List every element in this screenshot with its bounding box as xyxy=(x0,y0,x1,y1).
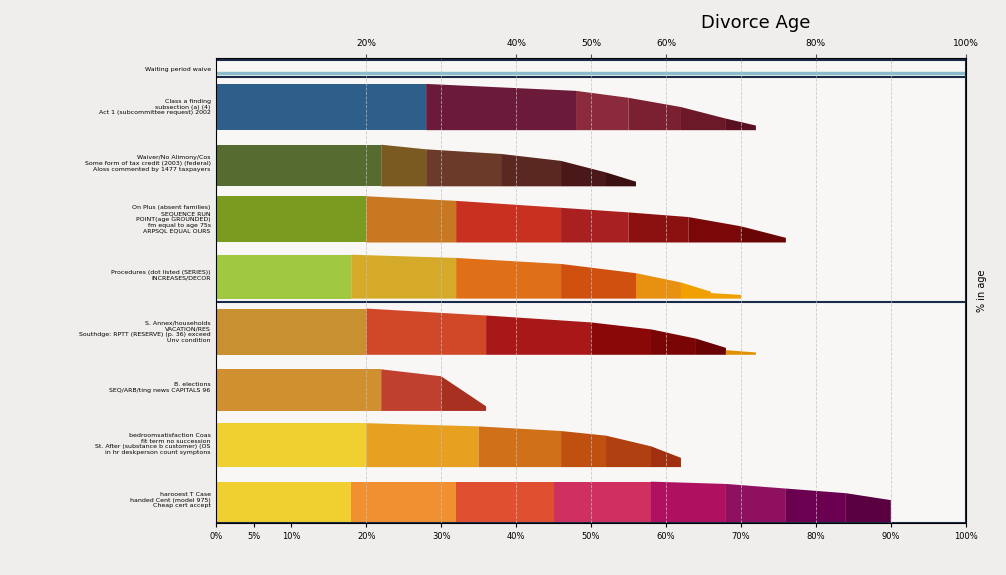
Polygon shape xyxy=(561,161,606,186)
Polygon shape xyxy=(846,493,890,523)
Polygon shape xyxy=(486,316,591,355)
Polygon shape xyxy=(366,423,479,467)
Polygon shape xyxy=(441,376,486,411)
Polygon shape xyxy=(216,145,381,186)
Polygon shape xyxy=(216,369,381,411)
Polygon shape xyxy=(786,489,846,523)
Polygon shape xyxy=(651,446,681,467)
Polygon shape xyxy=(427,150,501,186)
Y-axis label: % in age: % in age xyxy=(977,269,987,312)
Polygon shape xyxy=(381,145,427,186)
Polygon shape xyxy=(688,217,740,243)
Polygon shape xyxy=(681,107,726,130)
Polygon shape xyxy=(456,201,561,243)
Polygon shape xyxy=(651,482,726,523)
Title: Divorce Age: Divorce Age xyxy=(701,14,811,32)
Polygon shape xyxy=(681,282,711,298)
Polygon shape xyxy=(479,427,561,467)
Polygon shape xyxy=(553,482,651,523)
Polygon shape xyxy=(216,423,366,467)
Polygon shape xyxy=(561,431,606,467)
Polygon shape xyxy=(351,255,456,298)
Polygon shape xyxy=(606,172,636,186)
Polygon shape xyxy=(351,482,456,523)
Polygon shape xyxy=(711,293,740,298)
Polygon shape xyxy=(366,196,456,243)
Polygon shape xyxy=(501,154,561,186)
Polygon shape xyxy=(561,208,629,243)
Polygon shape xyxy=(216,309,366,355)
Polygon shape xyxy=(606,436,651,467)
Polygon shape xyxy=(216,84,427,130)
Polygon shape xyxy=(726,350,756,355)
Polygon shape xyxy=(591,323,651,355)
Polygon shape xyxy=(216,255,351,298)
Polygon shape xyxy=(427,84,576,130)
Polygon shape xyxy=(456,258,561,298)
Polygon shape xyxy=(381,369,441,411)
Polygon shape xyxy=(629,98,681,130)
Polygon shape xyxy=(456,482,553,523)
Polygon shape xyxy=(629,212,688,243)
Polygon shape xyxy=(216,482,351,523)
Polygon shape xyxy=(740,227,786,243)
Polygon shape xyxy=(636,273,681,298)
Polygon shape xyxy=(696,339,726,355)
Polygon shape xyxy=(576,91,629,130)
Polygon shape xyxy=(726,118,756,130)
Polygon shape xyxy=(726,484,786,523)
Polygon shape xyxy=(561,264,636,298)
Polygon shape xyxy=(366,309,486,355)
Polygon shape xyxy=(651,329,696,355)
Polygon shape xyxy=(216,196,366,243)
